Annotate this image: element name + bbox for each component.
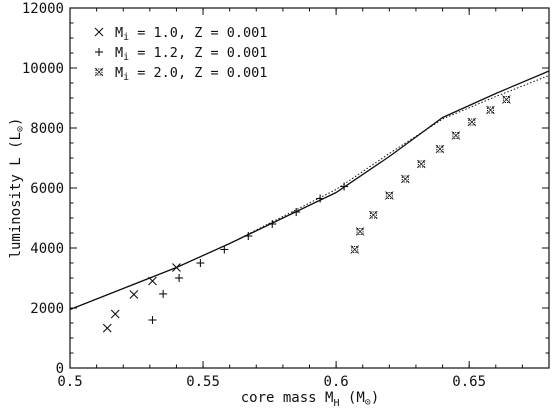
data-point-series-3 <box>486 105 495 115</box>
data-point-series-2 <box>340 182 349 191</box>
legend-label-2: Mi = 1.2, Z = 0.001 <box>115 45 267 63</box>
y-tick-label: 12000 <box>22 1 64 17</box>
dotted-line <box>69 75 550 310</box>
data-point-series-3 <box>385 191 394 200</box>
data-point-series-2 <box>244 232 253 240</box>
data-point-series-3 <box>369 210 378 220</box>
data-point-series-1 <box>102 323 112 333</box>
solid-line <box>69 70 550 311</box>
data-point-series-3 <box>502 95 511 104</box>
data-point-series-2 <box>316 194 325 203</box>
data-point-series-1 <box>110 309 120 319</box>
data-point-series-3 <box>350 245 360 254</box>
data-point-series-2 <box>292 208 301 216</box>
fit-lines <box>69 70 550 311</box>
y-tick-label: 4000 <box>30 241 64 257</box>
plot-frame <box>69 7 550 369</box>
data-points <box>102 95 511 333</box>
data-point-series-3 <box>401 174 410 184</box>
y-tick-label: 0 <box>56 361 64 377</box>
y-axis-label: luminosity L (L⊙) <box>8 118 26 259</box>
y-tick-label: 8000 <box>30 121 64 137</box>
x-tick-label: 0.65 <box>452 374 486 390</box>
data-point-series-2 <box>268 220 277 228</box>
data-point-series-2 <box>175 274 184 282</box>
y-tick-label: 6000 <box>30 181 64 197</box>
data-point-series-2 <box>159 289 168 298</box>
data-point-series-1 <box>129 290 139 299</box>
data-point-series-1 <box>172 263 181 272</box>
axis-ticks: 0.5 0.55 0.6 0.65 0 2000 4000 6000 8000 10000 1200… <box>22 1 550 390</box>
legend: Mi = 1.0, Z = 0.001 Mi = 1.2, Z = 0.001 Mi… <box>94 25 267 83</box>
x-tick-label: 0.55 <box>186 374 220 390</box>
legend-label-1: Mi = 1.0, Z = 0.001 <box>115 25 267 43</box>
data-point-series-3 <box>435 144 445 154</box>
legend-marker-1 <box>94 27 104 37</box>
y-tick-label: 10000 <box>22 61 64 77</box>
data-point-series-2 <box>196 259 205 267</box>
data-point-series-2 <box>220 245 229 254</box>
x-axis-label: core mass MH (M⊙) <box>241 390 380 409</box>
y-tick-label: 2000 <box>30 301 64 317</box>
x-tick-label: 0.5 <box>57 374 82 390</box>
x-tick-label: 0.6 <box>323 374 348 390</box>
legend-label-3: Mi = 2.0, Z = 0.001 <box>115 65 267 83</box>
data-point-series-3 <box>416 159 426 169</box>
data-point-series-3 <box>355 227 365 236</box>
legend-marker-2 <box>95 48 103 56</box>
data-point-series-3 <box>467 117 477 127</box>
legend-marker-3 <box>94 67 104 77</box>
data-point-series-3 <box>451 131 461 140</box>
data-point-series-1 <box>148 276 157 286</box>
data-point-series-2 <box>148 316 157 324</box>
